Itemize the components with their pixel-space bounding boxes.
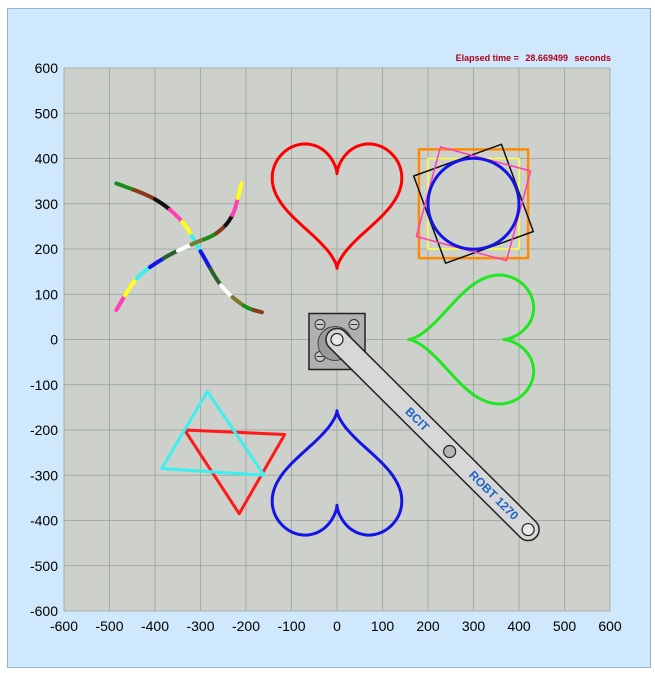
y-tick-label: 600	[35, 60, 59, 76]
robot-plot: -600 -500 -400 -300 -200 -100 0 100 200 300 400 500…	[8, 9, 652, 669]
x-curve-segment	[254, 310, 262, 312]
elapsed-time: Elapsed time = 28.669499 seconds	[456, 53, 611, 63]
y-tick-label: 100	[35, 286, 59, 302]
plot-window: -600 -500 -400 -300 -200 -100 0 100 200 300 400 500…	[7, 8, 651, 668]
y-tick-label: 500	[35, 105, 59, 121]
x-tick-label: 0	[333, 618, 341, 634]
y-tick-label: -600	[30, 603, 58, 619]
y-tick-label: -300	[30, 467, 58, 483]
y-tick-label: -400	[30, 513, 58, 529]
x-tick-label: 300	[462, 618, 486, 634]
x-tick-label: -500	[95, 618, 123, 634]
x-tick-label: 400	[507, 618, 531, 634]
y-tick-label: 300	[35, 196, 59, 212]
x-tick-label: -200	[232, 618, 260, 634]
x-tick-label: -100	[277, 618, 305, 634]
elapsed-unit: seconds	[574, 53, 611, 63]
y-tick-label: 200	[35, 241, 59, 257]
x-tick-label: -400	[141, 618, 169, 634]
x-tick-label: -300	[186, 618, 214, 634]
y-tick-label: 0	[50, 332, 58, 348]
elapsed-label: Elapsed time =	[456, 53, 519, 63]
y-tick-label: -500	[30, 558, 58, 574]
x-tick-label: 100	[371, 618, 395, 634]
y-tick-label: -200	[30, 422, 58, 438]
x-tick-label: -600	[50, 618, 78, 634]
elapsed-value: 28.669499	[525, 53, 568, 63]
y-tick-label: 400	[35, 151, 59, 167]
x-tick-label: 200	[416, 618, 440, 634]
x-tick-label: 500	[553, 618, 577, 634]
x-tick-label: 600	[598, 618, 622, 634]
y-tick-label: -100	[30, 377, 58, 393]
